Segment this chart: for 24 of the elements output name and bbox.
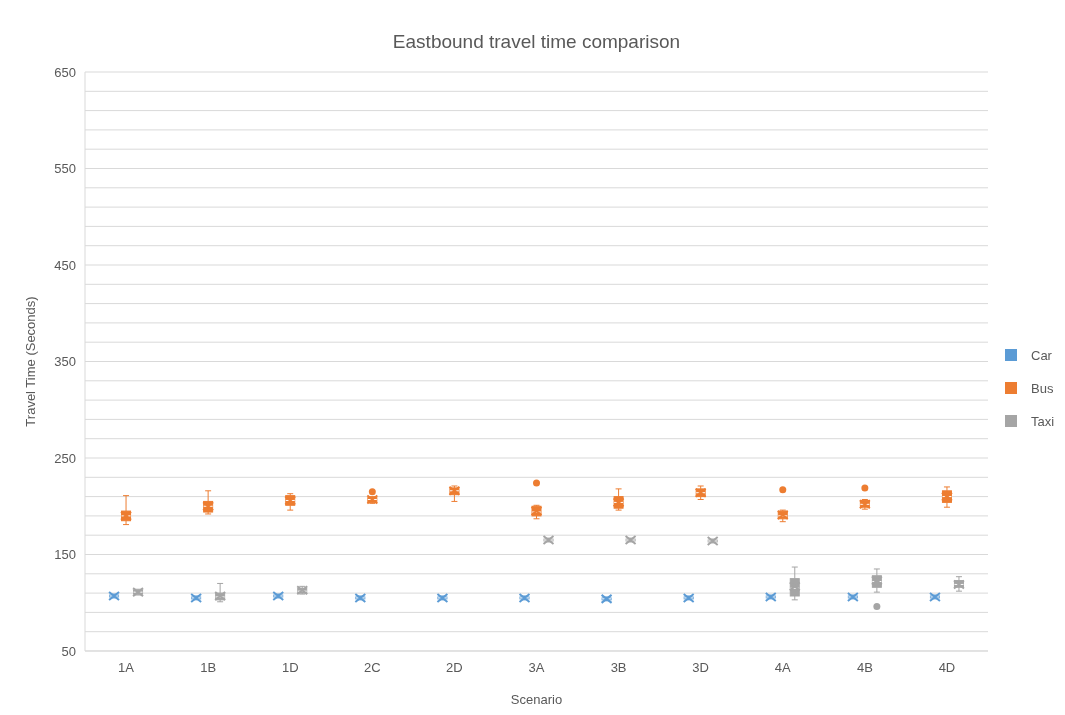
y-axis-title: Travel Time (Seconds) <box>23 296 38 427</box>
x-tick-label: 4D <box>938 660 956 675</box>
x-tick-label: 3D <box>692 660 709 675</box>
x-axis-title: Scenario <box>510 692 563 707</box>
x-tick-label: 1D <box>281 660 299 675</box>
y-tick-label: 650 <box>54 64 76 80</box>
x-tick-label: 1A <box>118 660 135 675</box>
x-tick-label: 1B <box>200 660 217 675</box>
y-tick-label: 150 <box>54 547 76 563</box>
x-tick-label: 2D <box>446 660 463 675</box>
y-tick-label: 50 <box>61 643 76 659</box>
y-tick-label: 550 <box>54 161 76 177</box>
legend-label: Taxi <box>1031 413 1055 429</box>
x-tick-label: 3A <box>528 660 545 675</box>
x-tick-label: 4B <box>856 660 873 675</box>
x-tick-label: 3B <box>610 660 627 675</box>
chart-title: Eastbound travel time comparison <box>392 31 681 52</box>
y-tick-label: 350 <box>54 354 76 370</box>
legend-label: Bus <box>1031 380 1054 396</box>
x-tick-label: 4A <box>774 660 792 675</box>
legend-label: Car <box>1031 347 1053 363</box>
x-tick-label: 2C <box>364 660 381 675</box>
y-tick-label: 450 <box>54 257 76 273</box>
y-tick-label: 250 <box>54 450 76 466</box>
